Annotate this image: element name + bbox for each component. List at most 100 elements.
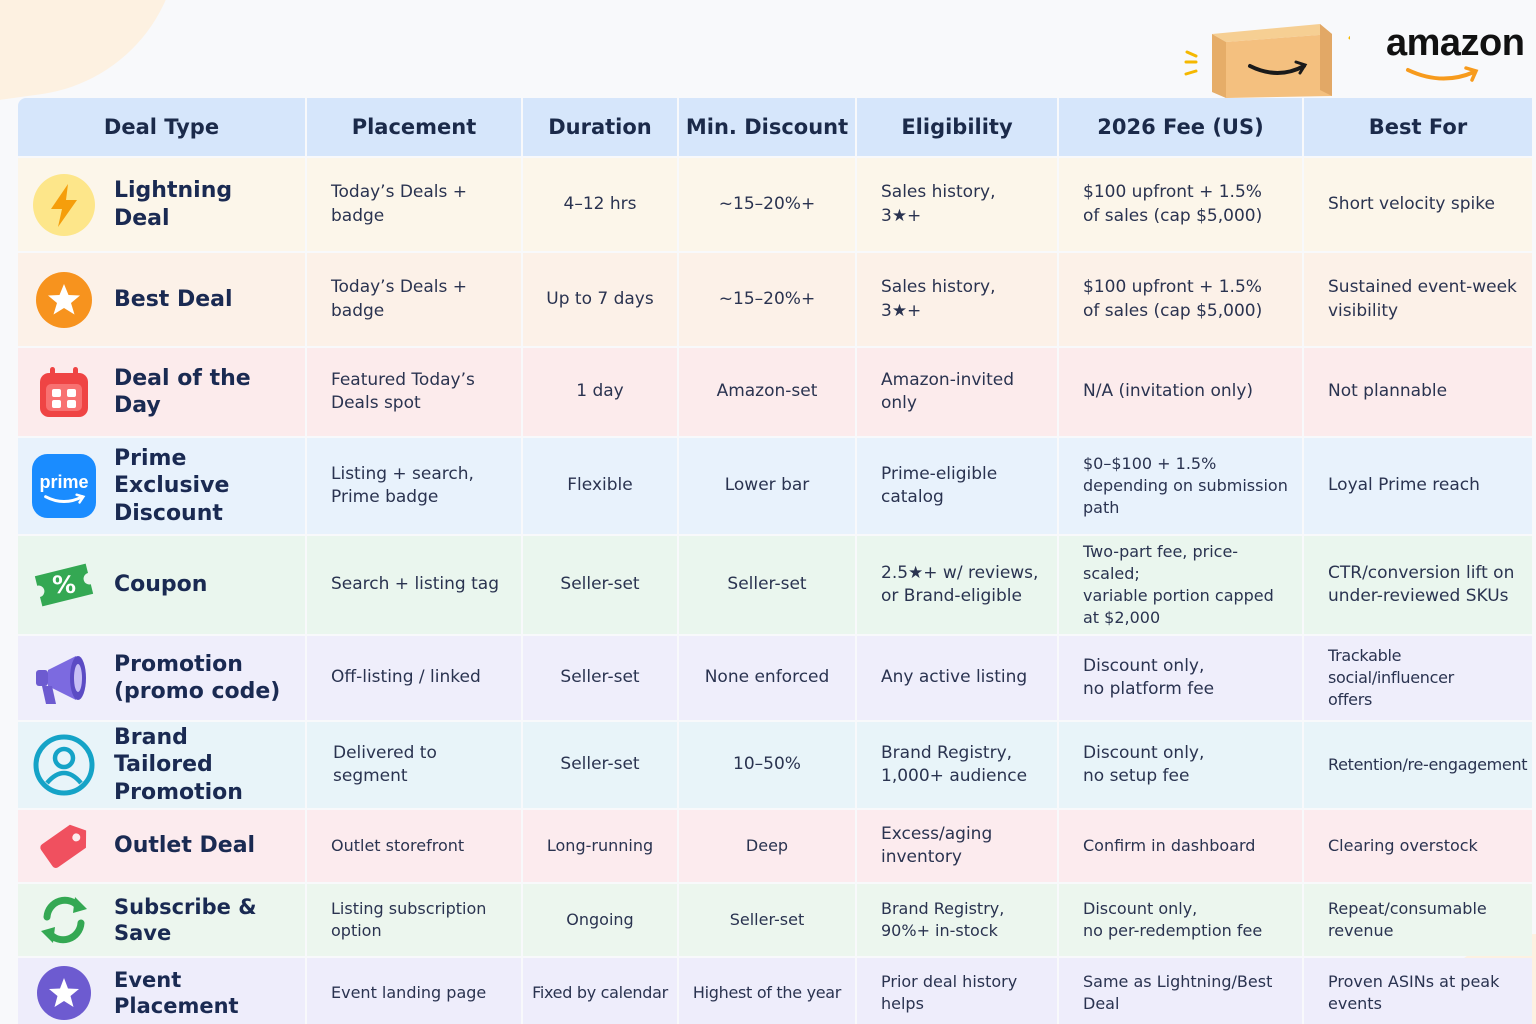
min-discount-cell: 10–50% (679, 722, 855, 808)
deal-type-name: Deal of the Day (114, 365, 251, 418)
deal-type-name: Outlet Deal (114, 833, 256, 859)
column-header-deal-type: Deal Type (18, 98, 305, 156)
column-header-min-discount: Min. Discount (679, 98, 855, 156)
fee-cell: Same as Lightning/Best Deal (1059, 958, 1302, 1024)
min-discount-cell: ~15–20%+ (679, 158, 855, 251)
deal-type-cell: Event Placement (18, 958, 305, 1024)
eligibility-cell: Sales history, 3★+ (857, 253, 1057, 346)
best-for-cell: Clearing overstock (1304, 810, 1532, 882)
deal-type-name: Promotion (promo code) (114, 651, 281, 704)
deal-type-cell: Subscribe & Save (18, 884, 305, 956)
calendar-icon (32, 360, 96, 424)
duration-cell: Long-running (523, 810, 677, 882)
eligibility-cell: Prime-eligible catalog (857, 438, 1057, 534)
deal-type-cell: Brand Tailored Promotion (18, 722, 305, 808)
prime-icon-label: prime (39, 472, 89, 492)
lightning-bolt-icon (32, 173, 96, 237)
fee-cell: Discount only, no setup fee (1059, 722, 1302, 808)
best-for-cell: Proven ASINs at peak events (1304, 958, 1532, 1024)
fee-cell: N/A (invitation only) (1059, 348, 1302, 436)
eligibility-cell: Brand Registry, 1,000+ audience (857, 722, 1057, 808)
min-discount-cell: Seller-set (679, 884, 855, 956)
placement-cell: Delivered to segment (307, 722, 521, 808)
duration-cell: 1 day (523, 348, 677, 436)
deal-type-cell: Deal of the Day (18, 348, 305, 436)
min-discount-cell: None enforced (679, 636, 855, 720)
deal-type-name: Event Placement (114, 967, 239, 1018)
coupon-percent-label: % (51, 571, 77, 599)
deal-type-name: Subscribe & Save (114, 894, 257, 945)
deal-type-cell: Promotion (promo code) (18, 636, 305, 720)
placement-cell: Listing + search, Prime badge (307, 438, 521, 534)
eligibility-cell: 2.5★+ w/ reviews, or Brand-eligible (857, 536, 1057, 634)
deals-table: Deal Type Placement Duration Min. Discou… (18, 98, 1532, 1024)
deal-type-name: Best Deal (114, 286, 233, 312)
min-discount-cell: Amazon-set (679, 348, 855, 436)
deal-type-cell: % Coupon (18, 536, 305, 634)
package-box-icon (1184, 24, 1350, 98)
placement-cell: Featured Today’s Deals spot (307, 348, 521, 436)
duration-cell: Seller-set (523, 722, 677, 808)
best-for-cell: CTR/conversion lift on under-reviewed SK… (1304, 536, 1532, 634)
best-for-cell: Not plannable (1304, 348, 1532, 436)
fee-cell: Discount only, no per-redemption fee (1059, 884, 1302, 956)
deal-type-name: Brand Tailored Promotion (114, 725, 243, 805)
deal-type-cell: prime Prime Exclusive Discount (18, 438, 305, 534)
user-profile-icon (32, 733, 96, 797)
deal-type-cell: Lightning Deal (18, 158, 305, 251)
eligibility-cell: Amazon-invited only (857, 348, 1057, 436)
duration-cell: Seller-set (523, 636, 677, 720)
duration-cell: Flexible (523, 438, 677, 534)
fee-cell: $0–$100 + 1.5% depending on submission p… (1059, 438, 1302, 534)
refresh-cycle-icon (32, 888, 96, 952)
deal-type-name: Lightning Deal (114, 178, 233, 231)
brand-smile-icon (1406, 66, 1479, 82)
placement-cell: Off-listing / linked (307, 636, 521, 720)
best-for-cell: Sustained event-week visibility (1304, 253, 1532, 346)
placement-cell: Today’s Deals + badge (307, 253, 521, 346)
best-for-cell: Trackable social/influencer offers (1304, 636, 1532, 720)
deal-type-cell: Outlet Deal (18, 810, 305, 882)
duration-cell: Fixed by calendar (523, 958, 677, 1024)
coupon-ticket-icon: % (32, 553, 96, 617)
column-header-placement: Placement (307, 98, 521, 156)
column-header-duration: Duration (523, 98, 677, 156)
prime-icon: prime (32, 454, 96, 518)
placement-cell: Event landing page (307, 958, 521, 1024)
placement-cell: Today’s Deals + badge (307, 158, 521, 251)
eligibility-cell: Prior deal history helps (857, 958, 1057, 1024)
min-discount-cell: ~15–20%+ (679, 253, 855, 346)
fee-cell: $100 upfront + 1.5% of sales (cap $5,000… (1059, 253, 1302, 346)
fee-cell: Discount only, no platform fee (1059, 636, 1302, 720)
column-header-eligibility: Eligibility (857, 98, 1057, 156)
fee-cell: Confirm in dashboard (1059, 810, 1302, 882)
best-for-cell: Short velocity spike (1304, 158, 1532, 251)
min-discount-cell: Deep (679, 810, 855, 882)
price-tag-icon (32, 814, 96, 878)
duration-cell: Seller-set (523, 536, 677, 634)
duration-cell: Ongoing (523, 884, 677, 956)
fee-cell: Two-part fee, price-scaled; variable por… (1059, 536, 1302, 634)
duration-cell: Up to 7 days (523, 253, 677, 346)
brand-logo-area: amazon (1180, 18, 1525, 100)
column-header-fee: 2026 Fee (US) (1059, 98, 1302, 156)
megaphone-icon (32, 646, 96, 710)
star-badge-icon (32, 268, 96, 332)
deal-type-name: Prime Exclusive Discount (114, 446, 230, 526)
best-for-cell: Loyal Prime reach (1304, 438, 1532, 534)
eligibility-cell: Excess/aging inventory (857, 810, 1057, 882)
brand-wordmark: amazon (1386, 22, 1525, 64)
placement-cell: Outlet storefront (307, 810, 521, 882)
eligibility-cell: Brand Registry, 90%+ in-stock (857, 884, 1057, 956)
duration-cell: 4–12 hrs (523, 158, 677, 251)
min-discount-cell: Seller-set (679, 536, 855, 634)
min-discount-cell: Lower bar (679, 438, 855, 534)
best-for-cell: Retention/re-engagement (1304, 722, 1532, 808)
eligibility-cell: Any active listing (857, 636, 1057, 720)
min-discount-cell: Highest of the year (679, 958, 855, 1024)
best-for-cell: Repeat/consumable revenue (1304, 884, 1532, 956)
decorative-blob (0, 0, 200, 107)
fee-cell: $100 upfront + 1.5% of sales (cap $5,000… (1059, 158, 1302, 251)
star-event-icon (32, 961, 96, 1024)
eligibility-cell: Sales history, 3★+ (857, 158, 1057, 251)
